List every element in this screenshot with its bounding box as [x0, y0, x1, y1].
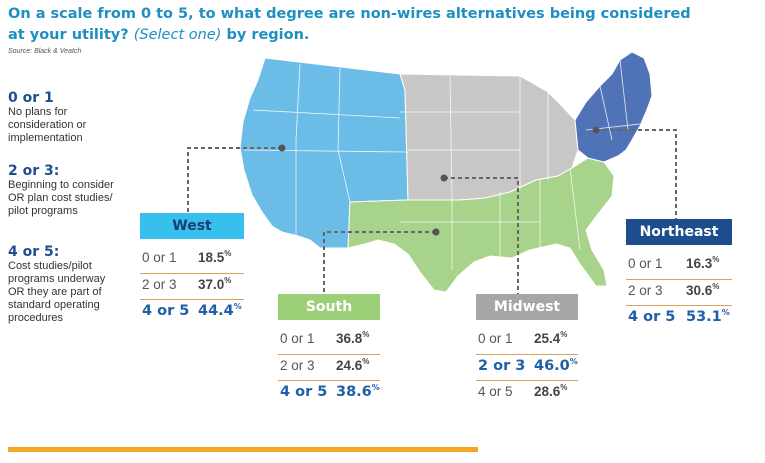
legend-desc-line: OR they are part of — [8, 286, 102, 298]
northeast-leader-dot — [592, 126, 600, 134]
table-row: 2 or 3 37.0% — [140, 273, 244, 300]
source-note: Source: Black & Veatch — [8, 48, 82, 55]
south-leader-line — [323, 231, 436, 294]
row-label: 2 or 3 — [280, 358, 315, 373]
table-row: 0 or 1 16.3% — [626, 253, 732, 279]
row-label: 4 or 5 — [628, 309, 676, 325]
west-leader-dot — [278, 144, 286, 152]
table-row: 2 or 3 46.0% — [476, 354, 578, 381]
west-leader-line — [187, 147, 282, 214]
legend-level: 0 or 1 — [8, 90, 54, 106]
row-value: 53.1% — [686, 308, 730, 325]
row-value: 38.6% — [336, 383, 380, 400]
state-borders — [243, 59, 641, 270]
legend-desc-line: procedures — [8, 312, 64, 324]
row-label: 2 or 3 — [142, 277, 177, 292]
legend-desc-line: No plans for — [8, 106, 68, 118]
legend-desc-line: programs underway — [8, 273, 106, 285]
legend-level: 2 or 3: — [8, 163, 60, 179]
table-row: 4 or 5 28.6% — [476, 380, 578, 407]
south-leader-dot — [432, 228, 440, 236]
region-header-midwest: Midwest — [476, 294, 578, 320]
table-row: 0 or 1 25.4% — [476, 328, 578, 354]
legend-item-0-1: 0 or 1 No plans for consideration or imp… — [8, 90, 138, 145]
chart-title: On a scale from 0 to 5, to what degree a… — [8, 6, 691, 43]
row-value: 24.6% — [336, 357, 370, 373]
legend-level: 4 or 5: — [8, 244, 60, 260]
table-row: 2 or 3 24.6% — [278, 354, 380, 381]
row-label: 4 or 5 — [478, 384, 513, 399]
legend-item-2-3: 2 or 3: Beginning to consider OR plan co… — [8, 163, 138, 218]
table-row: 4 or 5 53.1% — [626, 305, 732, 332]
northeast-leader-line — [596, 129, 677, 220]
row-label: 0 or 1 — [628, 256, 663, 271]
south-region-shape — [347, 157, 615, 293]
row-label: 2 or 3 — [628, 283, 663, 298]
legend-desc-line: standard operating — [8, 299, 100, 311]
region-header-northeast: Northeast — [626, 219, 732, 245]
midwest-leader-line — [444, 177, 519, 294]
table-row: 2 or 3 30.6% — [626, 279, 732, 306]
legend-desc-line: implementation — [8, 132, 83, 144]
row-value: 44.4% — [198, 302, 242, 319]
midwest-leader-dot — [440, 174, 448, 182]
row-value: 36.8% — [336, 330, 370, 346]
accent-divider — [8, 447, 478, 452]
legend-desc-line: Cost studies/pilot — [8, 260, 92, 272]
row-label: 4 or 5 — [142, 303, 190, 319]
legend-desc-line: Beginning to consider — [8, 179, 114, 191]
legend-desc-line: OR plan cost studies/ — [8, 192, 113, 204]
row-value: 30.6% — [686, 282, 720, 298]
row-label: 0 or 1 — [142, 250, 177, 265]
legend-item-4-5: 4 or 5: Cost studies/pilot programs unde… — [8, 244, 138, 325]
table-row: 4 or 5 44.4% — [140, 299, 244, 326]
row-value: 28.6% — [534, 383, 568, 399]
row-label: 2 or 3 — [478, 358, 526, 374]
region-header-west: West — [140, 213, 244, 239]
row-value: 46.0% — [534, 357, 578, 374]
region-header-south: South — [278, 294, 380, 320]
row-value: 37.0% — [198, 276, 232, 292]
row-value: 25.4% — [534, 330, 568, 346]
table-row: 4 or 5 38.6% — [278, 380, 380, 407]
legend-desc-line: pilot programs — [8, 205, 78, 217]
row-value: 18.5% — [198, 249, 232, 265]
table-row: 0 or 1 36.8% — [278, 328, 380, 354]
table-row: 0 or 1 18.5% — [140, 247, 244, 273]
legend-desc-line: consideration or — [8, 119, 87, 131]
row-label: 0 or 1 — [478, 331, 513, 346]
row-value: 16.3% — [686, 255, 720, 271]
northeast-region-shape — [574, 51, 653, 163]
row-label: 0 or 1 — [280, 331, 315, 346]
row-label: 4 or 5 — [280, 384, 328, 400]
